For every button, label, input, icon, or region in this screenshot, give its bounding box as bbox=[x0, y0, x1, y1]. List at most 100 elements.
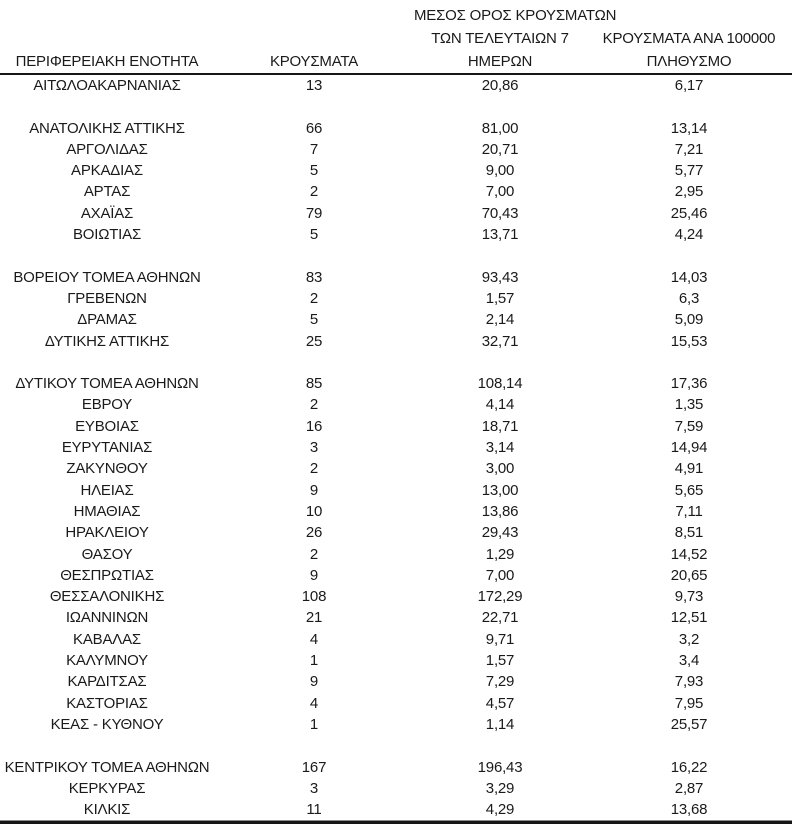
table-row: ΑΧΑΪΑΣ 79 70,43 25,46 bbox=[0, 203, 792, 224]
per100k-cell: 4,91 bbox=[674, 460, 704, 478]
region-cell: ΚΕΑΣ - ΚΥΘΝΟΥ bbox=[50, 715, 164, 733]
cases-cell: 1 bbox=[309, 652, 319, 670]
table-row: ΔΡΑΜΑΣ 5 2,14 5,09 bbox=[0, 309, 792, 330]
region-cell: ΕΥΡΥΤΑΝΙΑΣ bbox=[61, 439, 153, 457]
avg7-cell: 3,14 bbox=[485, 439, 515, 457]
cases-cell: 16 bbox=[305, 417, 323, 435]
region-cell: ΙΩΑΝΝΙΝΩΝ bbox=[65, 609, 149, 627]
cases-cell: 25 bbox=[305, 332, 323, 350]
avg7-cell: 20,86 bbox=[481, 77, 519, 94]
cases-cell: 11 bbox=[306, 801, 322, 819]
avg7-cell: 7,29 bbox=[485, 673, 515, 691]
cases-cell: 1 bbox=[309, 715, 319, 733]
table-row: ΑΡΤΑΣ 2 7,00 2,95 bbox=[0, 181, 792, 202]
region-cell: ΚΑΒΑΛΑΣ bbox=[73, 630, 141, 648]
per100k-cell: 25,57 bbox=[670, 715, 708, 733]
col-header-per100k-line2: ΠΛΗΘΥΣΜΟ bbox=[646, 53, 732, 70]
per100k-cell: 5,09 bbox=[674, 311, 704, 329]
per100k-cell: 7,93 bbox=[674, 673, 704, 691]
region-cell: ΑΙΤΩΛΟΑΚΑΡΝΑΝΙΑΣ bbox=[33, 77, 181, 94]
col-header-avg7-line3: ΗΜΕΡΩΝ bbox=[467, 53, 533, 70]
per100k-cell: 6,3 bbox=[678, 289, 700, 307]
avg7-cell: 4,57 bbox=[485, 694, 515, 712]
table-body: ΑΙΤΩΛΟΑΚΑΡΝΑΝΙΑΣ 13 20,86 6,17 ΑΝΑΤΟΛΙΚΗ… bbox=[0, 75, 792, 820]
avg7-cell: 1,57 bbox=[485, 289, 515, 307]
table-row: ΙΩΑΝΝΙΝΩΝ 21 22,71 12,51 bbox=[0, 607, 792, 628]
cases-cell: 3 bbox=[309, 439, 319, 457]
col-header-avg7-line2: ΤΩΝ ΤΕΛΕΥΤΑΙΩΝ 7 bbox=[431, 30, 569, 47]
region-cell: ΑΡΚΑΔΙΑΣ bbox=[71, 162, 143, 180]
table-row: ΑΡΚΑΔΙΑΣ 5 9,00 5,77 bbox=[0, 160, 792, 181]
cases-cell: 2 bbox=[309, 545, 319, 563]
cases-cell: 108 bbox=[301, 588, 327, 606]
col-header-per100k: ΚΡΟΥΣΜΑΤΑ ΑΝΑ 100000 ΠΛΗΘΥΣΜΟ bbox=[586, 0, 792, 73]
col-header-cases: ΚΡΟΥΣΜΑΤΑ bbox=[214, 0, 414, 73]
table-row: ΘΑΣΟΥ 2 1,29 14,52 bbox=[0, 544, 792, 565]
per100k-cell: 14,52 bbox=[670, 545, 708, 563]
avg7-cell: 2,14 bbox=[485, 311, 515, 329]
table-row: ΚΙΛΚΙΣ 11 4,29 13,68 bbox=[0, 799, 792, 820]
cases-cell: 9 bbox=[309, 673, 319, 691]
cases-cell: 13 bbox=[305, 77, 323, 94]
avg7-cell: 7,00 bbox=[485, 183, 515, 201]
cases-cell: 3 bbox=[309, 779, 319, 797]
table-row: ΚΑΛΥΜΝΟΥ 1 1,57 3,4 bbox=[0, 650, 792, 671]
cases-cell: 66 bbox=[305, 119, 323, 137]
table-row: ΚΑΒΑΛΑΣ 4 9,71 3,2 bbox=[0, 629, 792, 650]
table-row: ΚΕΑΣ - ΚΥΘΝΟΥ 1 1,14 25,57 bbox=[0, 714, 792, 735]
region-cell: ΗΜΑΘΙΑΣ bbox=[73, 502, 141, 520]
table-row: ΗΜΑΘΙΑΣ 10 13,86 7,11 bbox=[0, 501, 792, 522]
avg7-cell: 13,86 bbox=[481, 502, 519, 520]
cases-cell: 7 bbox=[309, 140, 319, 158]
per100k-cell: 14,03 bbox=[670, 268, 708, 286]
cases-cell: 5 bbox=[309, 162, 319, 180]
per100k-cell: 7,11 bbox=[675, 502, 703, 520]
avg7-cell: 7,00 bbox=[485, 566, 515, 584]
per100k-cell: 2,95 bbox=[674, 183, 704, 201]
col-header-avg7: ΜΕΣΟΣ ΟΡΟΣ ΚΡΟΥΣΜΑΤΩΝ ΤΩΝ ΤΕΛΕΥΤΑΙΩΝ 7 Η… bbox=[414, 0, 616, 73]
table-header-row: ΠΕΡΙΦΕΡΕΙΑΚΗ ΕΝΟΤΗΤΑ ΚΡΟΥΣΜΑΤΑ ΜΕΣΟΣ ΟΡΟ… bbox=[0, 0, 792, 73]
avg7-cell: 1,57 bbox=[485, 652, 515, 670]
avg7-cell: 4,14 bbox=[485, 396, 515, 414]
region-cell: ΑΧΑΪΑΣ bbox=[80, 204, 134, 222]
avg7-cell: 13,71 bbox=[481, 226, 519, 244]
avg7-cell: 32,71 bbox=[481, 332, 519, 350]
table-row: ΕΥΡΥΤΑΝΙΑΣ 3 3,14 14,94 bbox=[0, 437, 792, 458]
table-row: ΔΥΤΙΚΟΥ ΤΟΜΕΑ ΑΘΗΝΩΝ 85 108,14 17,36 bbox=[0, 373, 792, 394]
region-cell: ΑΡΓΟΛΙΔΑΣ bbox=[66, 140, 148, 158]
per100k-cell: 12,51 bbox=[670, 609, 708, 627]
region-cell: ΗΡΑΚΛΕΙΟΥ bbox=[65, 524, 149, 542]
table-row: ΔΥΤΙΚΗΣ ΑΤΤΙΚΗΣ 25 32,71 15,53 bbox=[0, 331, 792, 352]
per100k-cell: 9,73 bbox=[674, 588, 704, 606]
per100k-cell: 1,35 bbox=[674, 396, 704, 414]
table-row: ΖΑΚΥΝΘΟΥ 2 3,00 4,91 bbox=[0, 458, 792, 479]
table-row: ΚΕΡΚΥΡΑΣ 3 3,29 2,87 bbox=[0, 778, 792, 799]
region-cell: ΚΙΛΚΙΣ bbox=[83, 801, 131, 819]
cases-cell: 5 bbox=[309, 226, 319, 244]
per100k-cell: 13,68 bbox=[670, 801, 708, 819]
cases-cell: 2 bbox=[309, 289, 319, 307]
per100k-cell: 15,53 bbox=[670, 332, 708, 350]
cases-cell: 5 bbox=[309, 311, 319, 329]
avg7-cell: 172,29 bbox=[477, 588, 523, 606]
per100k-cell: 17,36 bbox=[670, 375, 708, 393]
group-spacer bbox=[0, 735, 792, 756]
table-row: ΚΑΡΔΙΤΣΑΣ 9 7,29 7,93 bbox=[0, 671, 792, 692]
table-row: ΚΑΣΤΟΡΙΑΣ 4 4,57 7,95 bbox=[0, 693, 792, 714]
cases-cell: 4 bbox=[309, 630, 319, 648]
per100k-cell: 6,17 bbox=[674, 77, 704, 94]
region-cell: ΕΒΡΟΥ bbox=[81, 396, 133, 414]
cases-cell: 85 bbox=[305, 375, 323, 393]
table-bottom-border bbox=[0, 820, 792, 825]
region-cell: ΘΕΣΣΑΛΟΝΙΚΗΣ bbox=[49, 588, 165, 606]
cases-cell: 26 bbox=[305, 524, 323, 542]
per100k-cell: 8,51 bbox=[674, 524, 704, 542]
table-row: ΘΕΣΣΑΛΟΝΙΚΗΣ 108 172,29 9,73 bbox=[0, 586, 792, 607]
group-spacer bbox=[0, 245, 792, 266]
region-cell: ΚΑΡΔΙΤΣΑΣ bbox=[67, 673, 147, 691]
per100k-cell: 7,95 bbox=[674, 694, 704, 712]
per100k-cell: 7,21 bbox=[674, 140, 704, 158]
region-cell: ΚΕΝΤΡΙΚΟΥ ΤΟΜΕΑ ΑΘΗΝΩΝ bbox=[4, 758, 210, 776]
region-cell: ΑΡΤΑΣ bbox=[83, 183, 131, 201]
avg7-cell: 13,00 bbox=[481, 481, 519, 499]
